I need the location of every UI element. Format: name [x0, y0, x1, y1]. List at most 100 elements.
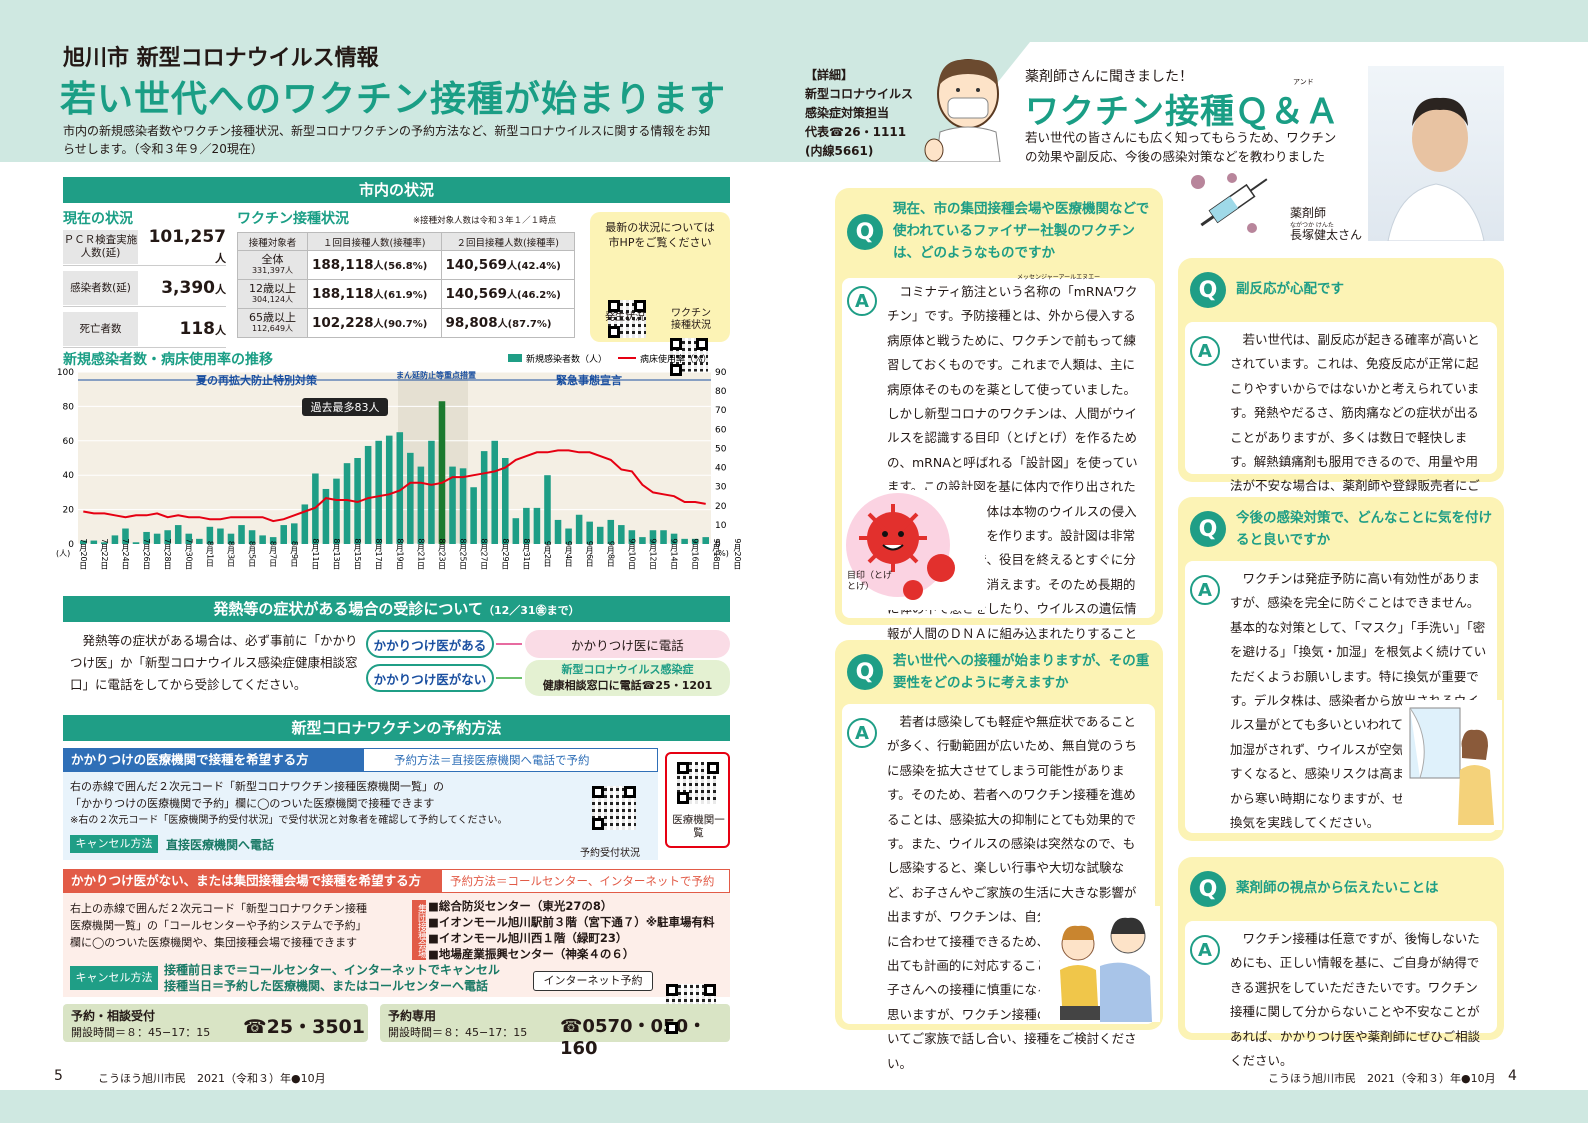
x-tick-label: 8月3日 — [226, 541, 235, 568]
bar-new-cases — [502, 458, 509, 544]
y-tick-left: 40 — [63, 471, 75, 481]
bar-new-cases — [523, 507, 530, 544]
x-tick-label: 7月26日 — [142, 538, 151, 570]
question-1: 現在、市の集団接種会場や医療機関などで使われているファイザー社製のワクチンは、ど… — [893, 201, 1150, 261]
qr-code-reserve-status[interactable] — [592, 786, 636, 830]
footer-publication-left: こうほう旭川市民 2021（令和３）年●10月 — [98, 1072, 326, 1085]
a-badge: A — [1190, 935, 1220, 965]
clinic-list-label: 医療機関一覧 — [672, 814, 725, 839]
x-tick-label: 9月6日 — [585, 541, 594, 568]
bar-new-cases — [596, 526, 604, 544]
qr-code-vaccine[interactable] — [670, 338, 708, 376]
x-tick-label: 7月22日 — [100, 538, 109, 570]
contact-line: 新型コロナウイルス — [805, 87, 914, 101]
internet-reserve-button[interactable]: インターネット予約 — [533, 971, 653, 991]
vax-dose1: 102,228人(90.7%) — [307, 308, 442, 338]
bar-new-cases — [269, 537, 277, 544]
bar-new-cases — [385, 435, 393, 544]
a-badge: A — [847, 718, 877, 748]
question-5: 薬剤師の視点から伝えたいことは — [1236, 880, 1439, 896]
venue-item: ■地場産業振興センター（神楽４の６） — [428, 947, 635, 961]
status-row: 死亡者数 118人 — [63, 310, 226, 348]
cancel-b-text: 接種前日まで＝コールセンター、インターネットでキャンセル 接種当日＝予約した医療機… — [164, 963, 500, 993]
arrow-1 — [496, 643, 522, 645]
bar-new-cases — [417, 466, 425, 544]
bar-new-cases — [702, 537, 709, 544]
status-title: 市内の状況 — [63, 177, 730, 203]
x-tick-label: 8月17日 — [374, 538, 383, 570]
x-tick-label: 7月24日 — [121, 538, 130, 570]
bar-new-cases — [660, 530, 667, 544]
arrow-2 — [496, 677, 522, 679]
answer-5-panel — [1185, 921, 1497, 1033]
reserve-a-method: 予約方法＝直接医療機関へ電話で予約 — [363, 748, 658, 772]
pharmacist-name: 長塚健太さん — [1290, 228, 1363, 242]
contact-line: 感染症対策担当 — [805, 106, 890, 120]
bar-new-cases — [491, 440, 498, 544]
x-tick-label: 8月31日 — [522, 538, 531, 570]
y-tick-right: 0 — [715, 540, 721, 550]
q-badge: Q — [1190, 272, 1226, 308]
bar-new-cases — [649, 530, 657, 544]
page-number-right: 4 — [1508, 1068, 1517, 1084]
pharmacist-photo — [1368, 66, 1504, 242]
q-badge: Q — [847, 214, 883, 250]
answer-3: 若い世代は、副反応が起きる確率が高いとされています。これは、免疫反応が正常に起こ… — [1230, 332, 1480, 518]
call1-title: 予約・相談受付 — [71, 1009, 156, 1023]
y-tick-left: 0 — [68, 540, 74, 550]
header-band-right-top — [800, 0, 1588, 42]
x-tick-label: 8月9日 — [290, 541, 299, 568]
qr-label-vaccine: ワクチン接種状況 — [671, 308, 711, 331]
bar-new-cases — [238, 525, 245, 544]
bar-new-cases — [280, 525, 287, 544]
legend-bar-label: 新規感染者数（人） — [526, 353, 607, 365]
bar-new-cases — [80, 540, 87, 544]
q-badge: Q — [1190, 511, 1226, 547]
window-illustration — [1402, 700, 1502, 830]
vax-target-count: 331,397人 — [251, 266, 294, 275]
vax-heading: ワクチン接種状況 — [237, 211, 349, 227]
bar-new-cases — [554, 519, 562, 544]
current-heading: 現在の状況 — [63, 211, 133, 227]
virus-illustration — [843, 490, 985, 610]
x-tick-label: 8月21日 — [416, 538, 425, 570]
x-tick-label: 8月23日 — [437, 538, 446, 570]
venue-item: ■総合防災センター（東光27の8） — [428, 899, 613, 913]
x-tick-label: 8月15日 — [353, 538, 362, 570]
reserve-b-head: かかりつけ医がない、または集団接種会場で接種を希望する方 — [63, 869, 441, 893]
bar-new-cases — [322, 488, 330, 544]
legend-bar-swatch — [508, 354, 522, 362]
qr-code-outbreak[interactable] — [608, 300, 646, 338]
x-tick-label: 7月30日 — [184, 538, 193, 570]
question-4: 今後の感染対策で、どんなことに気を付けると良いですか — [1236, 510, 1492, 548]
bar-new-cases — [364, 445, 372, 544]
y-tick-left: 60 — [63, 437, 75, 447]
qr-label-reserve: 予約受付状況 — [580, 848, 640, 859]
syringe-illustration — [1180, 170, 1280, 240]
a-badge: A — [1190, 575, 1220, 605]
answer-1: コミナティ筋注という名称の「mRNAワクチン」です。予防接種とは、外から侵入する… — [887, 284, 1138, 665]
venue-tag: 集団接種会場 — [412, 900, 426, 960]
period-label-semi: まん延防止等重点措置 — [396, 370, 476, 380]
y-unit-right: (%) — [715, 549, 729, 558]
status-label: ＰＣＲ検査実施人数(延) — [63, 229, 138, 264]
y-tick-right: 80 — [715, 387, 727, 397]
footer-publication-right: こうほう旭川市民 2021（令和３）年●10月 — [1268, 1072, 1496, 1085]
x-tick-label: 9月4日 — [564, 541, 573, 568]
pharmacist-role: 薬剤師 — [1290, 206, 1327, 220]
bar-new-cases — [670, 533, 678, 544]
status-value: 3,390人 — [161, 277, 226, 298]
qr-code-clinic-list[interactable] — [677, 762, 719, 804]
bar-new-cases — [691, 538, 699, 544]
venue-list: ■総合防災センター（東光27の8） ■イオンモール旭川駅前３階（宮下通７）※駐車… — [428, 898, 715, 962]
bar-new-cases — [333, 478, 340, 544]
reserve-a-head: かかりつけの医療機関で接種を希望する方 — [63, 748, 363, 772]
question-2: 若い世代への接種が始まりますが、その重要性をどのように考えますか — [893, 653, 1150, 691]
question-3: 副反応が心配です — [1236, 281, 1344, 297]
bar-new-cases — [153, 533, 161, 544]
bar-new-cases — [565, 528, 572, 544]
intro-text: 市内の新規感染者数やワクチン接種状況、新型コロナワクチンの予約方法など、新型コロ… — [63, 124, 711, 156]
reserve-title: 新型コロナワクチンの予約方法 — [63, 715, 730, 741]
cancel-label-b: キャンセル方法 — [70, 966, 158, 990]
bar-new-cases — [533, 507, 541, 544]
